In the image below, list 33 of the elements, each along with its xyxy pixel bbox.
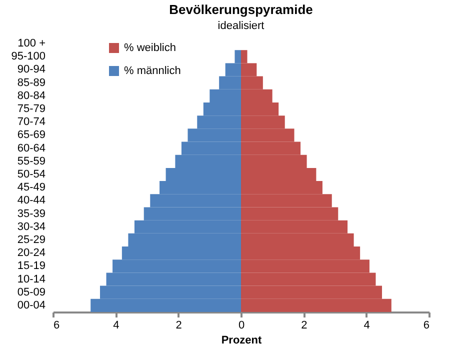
y-tick-label: 40-44: [17, 194, 46, 207]
x-tick-label: 0: [238, 320, 245, 332]
x-tick-label: 2: [176, 320, 182, 332]
y-tick-label: 100 +: [18, 38, 46, 50]
x-axis-title: Prozent: [221, 334, 262, 346]
y-tick-label: 85-89: [17, 76, 46, 89]
y-tick-label: 15-19: [17, 260, 46, 272]
legend-label: % männlich: [124, 65, 181, 77]
x-tick-label: 6: [54, 320, 60, 332]
y-tick-label: 75-79: [17, 103, 46, 116]
y-tick-label: 35-39: [17, 208, 46, 220]
y-tick-label: 50-54: [17, 168, 46, 180]
legend-label: % weiblich: [124, 42, 176, 54]
y-tick-label: 65-69: [17, 129, 46, 142]
chart-title: Bevölkerungspyramide: [169, 2, 313, 17]
y-tick-label: 95-100: [11, 50, 46, 63]
y-tick-label: 05-09: [17, 286, 46, 298]
y-tick-label: 25-29: [17, 234, 46, 246]
y-tick-label: 60-64: [17, 142, 46, 154]
y-tick-label: 20-24: [17, 247, 46, 260]
y-tick-label: 80-84: [17, 90, 46, 102]
x-tick-label: 4: [364, 320, 370, 332]
y-tick-label: 00-04: [17, 299, 46, 312]
chart-subtitle: idealisiert: [218, 20, 264, 32]
x-tick-label: 4: [113, 320, 120, 332]
y-tick-label: 30-34: [17, 220, 46, 233]
x-tick-label: 2: [301, 320, 308, 332]
y-tick-label: 70-74: [17, 116, 46, 128]
y-tick-label: 45-49: [17, 182, 46, 194]
y-tick-label: 55-59: [17, 155, 46, 168]
x-tick-label: 6: [423, 320, 430, 332]
y-tick-label: 90-94: [17, 64, 46, 76]
y-tick-label: 10-14: [17, 273, 46, 286]
